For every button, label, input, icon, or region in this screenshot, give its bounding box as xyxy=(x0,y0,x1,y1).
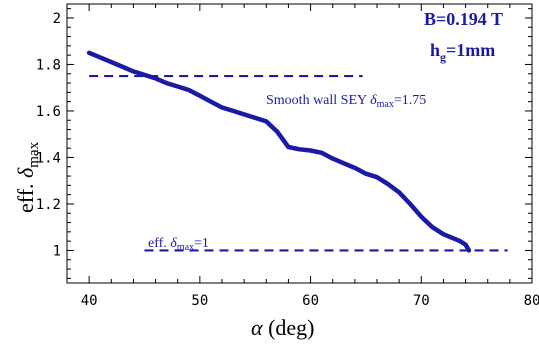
x-tick-label: 80 xyxy=(524,293,539,309)
tick-group xyxy=(66,4,533,283)
x-tick-labels: 40 50 60 70 80 xyxy=(81,293,539,309)
x-tick-label: 40 xyxy=(81,293,98,309)
y-axis-label: eff. δmax xyxy=(13,141,42,213)
x-tick-label: 50 xyxy=(191,293,208,309)
y-tick-label: 1.8 xyxy=(36,57,61,73)
y-tick-label: 1 xyxy=(53,243,61,259)
reference-label-eff-1: eff. δmax=1 xyxy=(148,236,209,253)
y-tick-labels: 1 1.2 1.4 1.6 1.8 2 xyxy=(36,11,61,260)
annotation-field: B=0.194 T xyxy=(424,9,503,29)
x-axis-label: α (deg) xyxy=(251,315,314,340)
y-tick-label: 1.2 xyxy=(36,197,61,213)
series-line xyxy=(86,50,472,253)
x-tick-label: 70 xyxy=(413,293,430,309)
x-tick-label: 60 xyxy=(302,293,319,309)
reference-label-smooth-wall: Smooth wall SEY δmax=1.75 xyxy=(266,93,426,110)
y-tick-label: 1.6 xyxy=(36,104,61,120)
plot-frame xyxy=(66,3,533,284)
y-tick-label: 2 xyxy=(53,11,61,27)
annotation-gap: hg=1mm xyxy=(430,40,495,64)
y-tick-label: 1.4 xyxy=(36,150,61,166)
